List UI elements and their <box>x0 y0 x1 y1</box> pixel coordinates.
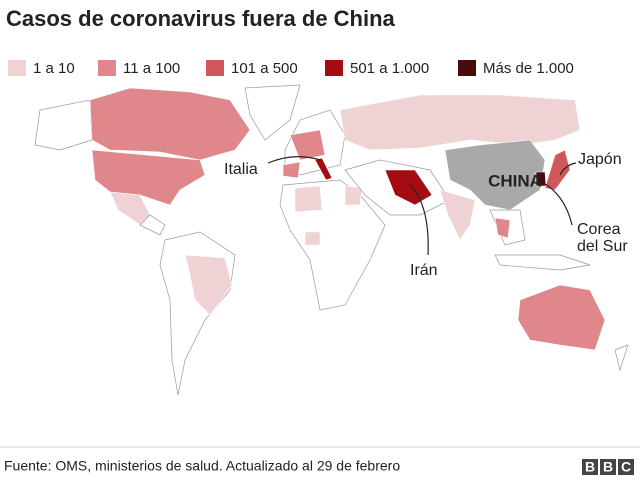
world-map <box>34 84 629 396</box>
label-japon: Japón <box>578 151 622 168</box>
country <box>544 149 571 191</box>
country <box>304 231 321 246</box>
legend-swatch <box>98 60 116 76</box>
country <box>289 129 326 161</box>
bbc-logo: B B C <box>582 459 634 475</box>
country <box>494 217 511 239</box>
legend-label: 1 a 10 <box>33 60 75 77</box>
legend: 1 a 10 11 a 100 101 a 500 501 a 1.000 Má… <box>8 60 574 77</box>
label-iran: Irán <box>410 262 438 279</box>
label-corea: del Sur <box>577 238 628 255</box>
legend-swatch <box>8 60 26 76</box>
logo-letter: B <box>603 459 613 475</box>
land <box>244 84 301 141</box>
logo-letter: C <box>621 459 631 475</box>
country <box>344 185 363 206</box>
land <box>614 344 629 372</box>
legend-swatch <box>458 60 476 76</box>
land <box>139 214 166 236</box>
label-corea: Corea <box>577 221 621 238</box>
legend-label: 11 a 100 <box>123 60 180 77</box>
source: Fuente: OMS, ministerios de salud. Actua… <box>4 458 400 474</box>
logo-letter: B <box>585 459 595 475</box>
title: Casos de coronavirus fuera de China <box>6 6 396 31</box>
legend-swatch <box>325 60 343 76</box>
country <box>282 161 301 179</box>
country <box>89 87 251 161</box>
country <box>517 284 606 351</box>
label-china: CHINA <box>488 171 542 190</box>
country <box>439 189 476 241</box>
country <box>109 191 151 226</box>
land <box>34 99 93 151</box>
country <box>184 254 233 316</box>
leader-line <box>409 184 429 256</box>
legend-swatch <box>206 60 224 76</box>
country <box>294 185 323 213</box>
china <box>444 139 546 211</box>
country <box>314 157 333 181</box>
country <box>339 94 581 151</box>
logo-box <box>618 459 634 475</box>
legend-label: 501 a 1.000 <box>350 60 429 77</box>
leader-line <box>267 156 321 164</box>
legend-label: Más de 1.000 <box>483 60 574 77</box>
legend-label: 101 a 500 <box>231 60 298 77</box>
annotations: Italia Irán CHINA Japón Corea del Sur <box>224 151 628 279</box>
logo-box <box>582 459 598 475</box>
country <box>384 169 433 206</box>
country <box>91 149 206 206</box>
land <box>494 254 591 271</box>
logo-box <box>600 459 616 475</box>
leader-line <box>541 181 573 226</box>
label-italia: Italia <box>224 161 258 178</box>
leader-line <box>559 162 577 176</box>
